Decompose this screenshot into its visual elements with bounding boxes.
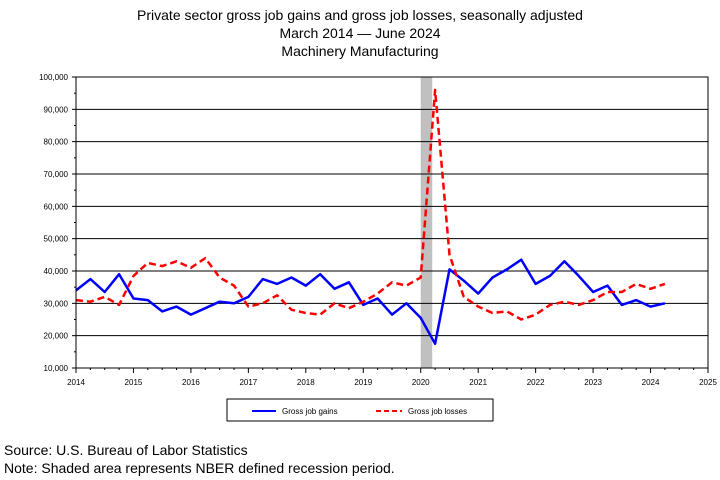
- line-chart: 10,000 20,000 30,000 40,000 50,000 60,000 70,0…: [39, 73, 717, 422]
- y-tick-label: 40,000: [44, 267, 69, 276]
- x-tick-label: 2022: [527, 378, 545, 387]
- y-tick-label: 90,000: [44, 105, 69, 114]
- x-tick-label: 2019: [354, 378, 372, 387]
- chart-title: Private sector gross job gains and gross…: [137, 7, 583, 23]
- chart-subtitle-dates: March 2014 — June 2024: [279, 25, 441, 41]
- legend-label-losses: Gross job losses: [408, 407, 467, 416]
- legend-label-gains: Gross job gains: [282, 407, 338, 416]
- x-tick-label: 2024: [642, 378, 660, 387]
- series-line-gross-job-losses: [75, 88, 666, 321]
- source-note: Source: U.S. Bureau of Labor Statistics: [4, 442, 248, 458]
- chart-subtitle-industry: Machinery Manufacturing: [281, 43, 439, 59]
- x-tick-label: 2020: [412, 378, 430, 387]
- series-line-gross-job-gains: [75, 258, 666, 346]
- y-tick-label: 20,000: [44, 332, 69, 341]
- y-tick-label: 80,000: [44, 138, 69, 147]
- y-tick-label: 100,000: [39, 73, 68, 82]
- legend-box: [226, 398, 494, 422]
- x-tick-label: 2016: [182, 378, 200, 387]
- y-tick-label: 70,000: [44, 170, 69, 179]
- recession-note: Note: Shaded area represents NBER define…: [4, 460, 395, 476]
- x-tick-label: 2023: [584, 378, 602, 387]
- x-tick-label: 2015: [125, 378, 143, 387]
- y-tick-label: 60,000: [44, 202, 69, 211]
- plot-frame: [75, 76, 709, 369]
- x-tick-label: 2025: [699, 378, 717, 387]
- y-tick-label: 30,000: [44, 299, 69, 308]
- x-tick-label: 2017: [239, 378, 257, 387]
- y-tick-label: 10,000: [44, 364, 69, 373]
- y-tick-label: 50,000: [44, 235, 69, 244]
- x-tick-label: 2021: [469, 378, 487, 387]
- x-tick-label: 2018: [297, 378, 315, 387]
- x-tick-label: 2014: [67, 378, 85, 387]
- recession-shade: [420, 77, 433, 368]
